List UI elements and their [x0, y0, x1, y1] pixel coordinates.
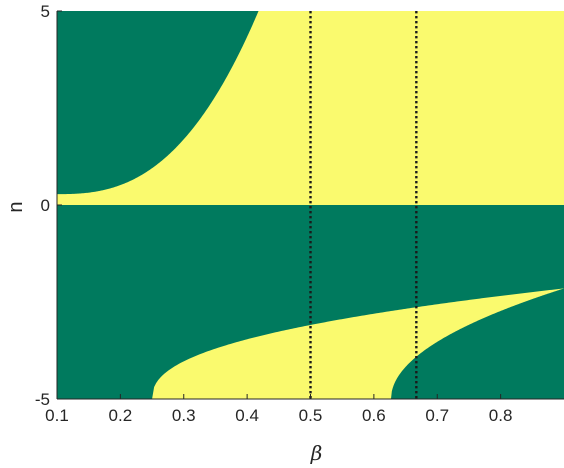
x-tick-label: 0.5 — [299, 406, 323, 425]
x-axis-title: β — [310, 441, 323, 465]
x-tick-label: 0.4 — [235, 406, 259, 425]
x-tick-label: 0.6 — [362, 406, 386, 425]
x-tick-label: 0.8 — [489, 406, 513, 425]
y-tick-label: -5 — [35, 390, 50, 409]
x-tick-label: 0.3 — [172, 406, 196, 425]
y-tick-label: 0 — [41, 196, 50, 215]
plot-area — [57, 11, 564, 399]
x-tick-label: 0.1 — [45, 406, 69, 425]
axes — [56, 10, 564, 400]
x-tick-labels: 0.1 0.2 0.3 0.4 0.5 0.6 0.7 0.8 — [45, 406, 512, 425]
x-tick-label: 0.2 — [109, 406, 133, 425]
x-tick-label: 0.7 — [425, 406, 449, 425]
y-axis-title: n — [5, 201, 27, 212]
y-tick-label: 5 — [41, 2, 50, 21]
region-lower-band — [152, 288, 564, 399]
y-tick-labels: -5 0 5 — [35, 2, 50, 409]
